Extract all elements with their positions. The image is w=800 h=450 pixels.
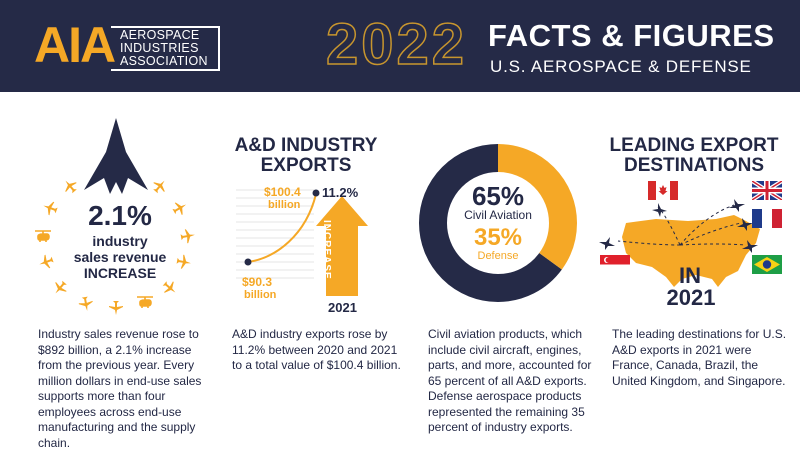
flag-singapore-icon bbox=[600, 255, 630, 274]
header-year: 2022 bbox=[325, 12, 468, 77]
exports-year: 2021 bbox=[328, 300, 357, 315]
in-label: IN bbox=[679, 263, 701, 288]
growth-label: 11.2% bbox=[322, 185, 359, 200]
stealth-jet-icon bbox=[84, 118, 148, 194]
logo-line-1: AEROSPACE bbox=[120, 28, 200, 42]
start-point bbox=[244, 258, 252, 266]
sales-line-2: sales revenue bbox=[73, 249, 167, 265]
plane-icon bbox=[55, 280, 67, 294]
exports-paragraph: A&D industry exports rose by 11.2% betwe… bbox=[232, 327, 401, 372]
plane-icon bbox=[153, 180, 165, 194]
flag-uk-icon bbox=[752, 181, 782, 200]
header-subtitle: U.S. AEROSPACE & DEFENSE bbox=[490, 57, 752, 76]
exports-title: A&D INDUSTRY EXPORTS bbox=[231, 136, 381, 176]
end-unit: billion bbox=[268, 199, 301, 211]
logo-line-3: ASSOCIATION bbox=[120, 54, 208, 68]
start-value: $90.3 bbox=[242, 275, 273, 289]
flag-brazil-icon bbox=[752, 255, 782, 274]
defense-label: Defense bbox=[477, 250, 519, 262]
flag-france-icon bbox=[752, 209, 782, 228]
composition-paragraph: Civil aviation products, which include c… bbox=[428, 327, 592, 434]
start-unit: billion bbox=[244, 289, 277, 301]
end-point bbox=[312, 189, 320, 197]
sales-line-1: industry bbox=[92, 233, 148, 249]
usa-export-map bbox=[599, 199, 760, 287]
exports-title-line-2: EXPORTS bbox=[260, 155, 352, 176]
export-routes bbox=[617, 204, 747, 246]
plane-icon bbox=[176, 254, 191, 269]
sales-paragraph: Industry sales revenue rose to $892 bill… bbox=[38, 327, 202, 450]
destinations-title-line-1: LEADING EXPORT bbox=[609, 135, 779, 156]
increase-arrow bbox=[316, 196, 368, 296]
plane-icon bbox=[43, 201, 58, 216]
logo-frame bbox=[111, 26, 220, 71]
sales-percent: 2.1% bbox=[88, 200, 152, 231]
helicopter-icon bbox=[137, 296, 153, 308]
composition-donut bbox=[419, 144, 577, 302]
logo-wordmark: AEROSPACE INDUSTRIES ASSOCIATION bbox=[120, 29, 208, 68]
header-banner: AIA AEROSPACE INDUSTRIES ASSOCIATION 202… bbox=[0, 0, 800, 92]
plane-icon bbox=[162, 281, 176, 293]
plane-icon bbox=[172, 202, 187, 216]
plane-icon bbox=[109, 301, 123, 315]
plane-icon bbox=[65, 180, 77, 194]
header-title: FACTS & FIGURES bbox=[488, 18, 775, 53]
logo-line-2: INDUSTRIES bbox=[120, 41, 199, 55]
defense-percent: 35% bbox=[473, 224, 523, 251]
route-plane-icons bbox=[599, 199, 758, 253]
plane-icon bbox=[78, 296, 93, 311]
helicopter-icon bbox=[35, 230, 51, 242]
arrow-word: INCREASE bbox=[321, 220, 332, 280]
destinations-year: 2021 bbox=[666, 285, 716, 310]
civil-percent: 65% bbox=[471, 181, 525, 211]
grid-lines bbox=[236, 189, 314, 279]
end-value: $100.4 bbox=[264, 185, 301, 199]
civil-label: Civil Aviation bbox=[464, 208, 532, 222]
flag-canada-icon bbox=[648, 181, 678, 200]
usa-map-shape bbox=[622, 215, 760, 287]
destinations-paragraph: The leading destinations for U.S. A&D ex… bbox=[612, 327, 787, 388]
plane-icon bbox=[180, 229, 195, 244]
growth-curve bbox=[247, 193, 317, 263]
plane-icon bbox=[39, 254, 54, 269]
defense-arc bbox=[419, 144, 577, 302]
exports-growth-graphic bbox=[236, 189, 368, 296]
destinations-title: LEADING EXPORT DESTINATIONS bbox=[598, 136, 790, 176]
sales-line-3: INCREASE bbox=[83, 265, 157, 281]
aia-logo-mark: AIA bbox=[34, 17, 116, 73]
exports-title-line-1: A&D INDUSTRY bbox=[234, 135, 378, 156]
destinations-title-line-2: DESTINATIONS bbox=[623, 155, 765, 176]
